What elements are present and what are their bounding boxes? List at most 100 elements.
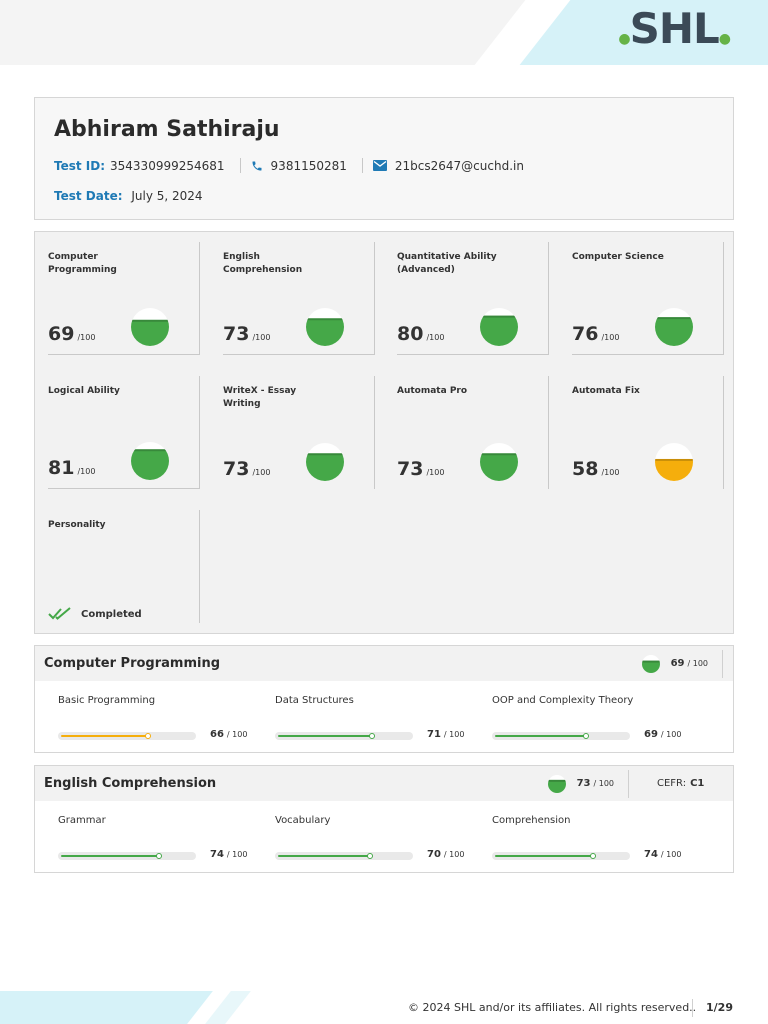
double-check-icon	[48, 607, 71, 620]
score-gauge-icon	[304, 441, 346, 487]
subscore-label: Data Structures	[275, 695, 354, 706]
score-value: 80	[397, 323, 424, 345]
email-value[interactable]: 21bcs2647@cuchd.in	[394, 158, 524, 173]
email-icon	[372, 160, 387, 171]
gauge-fill	[131, 449, 169, 480]
subscore-bar	[275, 852, 413, 860]
copyright-text: © 2024 SHL and/or its affiliates. All ri…	[408, 1001, 697, 1014]
subscore-number: 74	[644, 849, 658, 860]
score-tile: English Comprehension 73/100	[223, 242, 375, 355]
tile-title: English Comprehension	[223, 252, 303, 275]
gauge-surface	[547, 779, 566, 782]
score-out-of: /100	[601, 333, 620, 342]
score-out-of: /100	[601, 468, 620, 477]
section-header: English Comprehension 73/ 100 CEFR: C1	[35, 766, 733, 801]
score-value: 58	[572, 458, 599, 480]
divider	[692, 999, 693, 1017]
subscore-value: 74/ 100	[644, 849, 681, 860]
score-out-of: /100	[77, 333, 96, 342]
test-date-label: Test Date:	[54, 189, 123, 203]
tile-score: 80/100	[397, 323, 444, 345]
gauge-surface	[131, 319, 169, 322]
subscore-number: 71	[427, 729, 441, 740]
divider	[361, 158, 363, 173]
shl-logo: ●SHL●	[618, 4, 731, 53]
score-tile: Computer Programming 69/100	[48, 242, 200, 355]
test-id-label: Test ID:	[54, 158, 106, 173]
subscore-value: 66/ 100	[210, 729, 247, 740]
subscore-value: 74/ 100	[210, 849, 247, 860]
section-score-value: 69	[670, 658, 685, 669]
logo-text: SHL	[629, 4, 720, 53]
subscore-number: 70	[427, 849, 441, 860]
gauge-surface	[480, 453, 518, 456]
subscore-out-of: / 100	[443, 850, 465, 859]
score-out-of: /100	[77, 467, 96, 476]
section-title: Computer Programming	[44, 656, 221, 671]
gauge-fill	[547, 779, 566, 793]
section-score-out-of: / 100	[593, 779, 614, 788]
cefr-value: C1	[690, 778, 705, 789]
tile-title: Quantitative Ability (Advanced)	[397, 252, 497, 275]
logo-dot-right: ●	[718, 31, 731, 47]
score-summary-grid: Computer Programming 69/100 English Comp…	[34, 231, 734, 634]
subscore-bar-fill	[495, 855, 593, 857]
subscore-bar-fill	[495, 735, 587, 737]
test-date-value: July 5, 2024	[131, 189, 203, 203]
subscore-out-of: / 100	[226, 850, 248, 859]
score-gauge-icon	[478, 306, 520, 352]
tile-title: Computer Programming	[48, 252, 117, 275]
subscore-value: 69/ 100	[644, 729, 681, 740]
subscore-label: Grammar	[58, 815, 106, 826]
score-tile: WriteX - Essay Writing 73/100	[223, 376, 375, 489]
subscore-bar-fill	[61, 855, 159, 857]
gauge-fill	[641, 660, 660, 673]
test-id-value: 354330999254681	[110, 158, 225, 173]
cefr-label: CEFR:	[657, 778, 687, 789]
gauge-surface	[131, 449, 169, 452]
tile-title: Computer Science	[572, 252, 664, 262]
score-value: 81	[48, 457, 75, 479]
score-gauge-icon	[653, 441, 695, 487]
subscore-out-of: / 100	[660, 850, 682, 859]
candidate-profile-card: Abhiram Sathiraju Test ID: 3543309992546…	[34, 97, 734, 220]
tile-title: Automata Pro	[397, 386, 468, 396]
gauge-surface	[655, 317, 693, 320]
candidate-name: Abhiram Sathiraju	[54, 117, 280, 142]
subscore-bar	[58, 852, 196, 860]
score-tile: Automata Pro 73/100	[397, 376, 549, 489]
score-out-of: /100	[426, 333, 445, 342]
score-value: 69	[48, 323, 75, 345]
section-score-out-of: / 100	[687, 659, 708, 668]
test-date-row: Test Date: July 5, 2024	[54, 189, 203, 203]
score-gauge-icon	[478, 441, 520, 487]
divider	[628, 769, 629, 798]
personality-tile: Personality Completed	[48, 510, 200, 623]
subscore-label: Basic Programming	[58, 695, 156, 706]
score-gauge-icon	[653, 306, 695, 352]
tile-score: 73/100	[223, 458, 270, 480]
gauge-fill	[480, 315, 518, 346]
tile-score: 76/100	[572, 323, 619, 345]
divider	[722, 649, 723, 678]
footer-stripe	[205, 991, 251, 1024]
tile-score: 73/100	[397, 458, 444, 480]
tile-score: 58/100	[572, 458, 619, 480]
tile-score: 73/100	[223, 323, 270, 345]
subscore-bar-knob	[367, 853, 374, 859]
tile-score: 81/100	[48, 457, 95, 479]
header-band: ●SHL●	[0, 0, 768, 65]
subscore-bar-knob	[368, 733, 375, 739]
score-value: 76	[572, 323, 599, 345]
completed-label: Completed	[81, 608, 142, 620]
score-gauge-icon	[129, 306, 171, 352]
tile-title: WriteX - Essay Writing	[223, 386, 297, 409]
subscore-bar-fill	[278, 735, 372, 737]
score-out-of: /100	[426, 468, 445, 477]
phone-value: 9381150281	[270, 158, 347, 173]
tile-title: Logical Ability	[48, 386, 120, 396]
subscore-bar-fill	[278, 855, 371, 857]
subscore-bar	[275, 732, 413, 740]
section-score: 69/ 100	[640, 646, 723, 681]
subscore-out-of: / 100	[443, 730, 465, 739]
